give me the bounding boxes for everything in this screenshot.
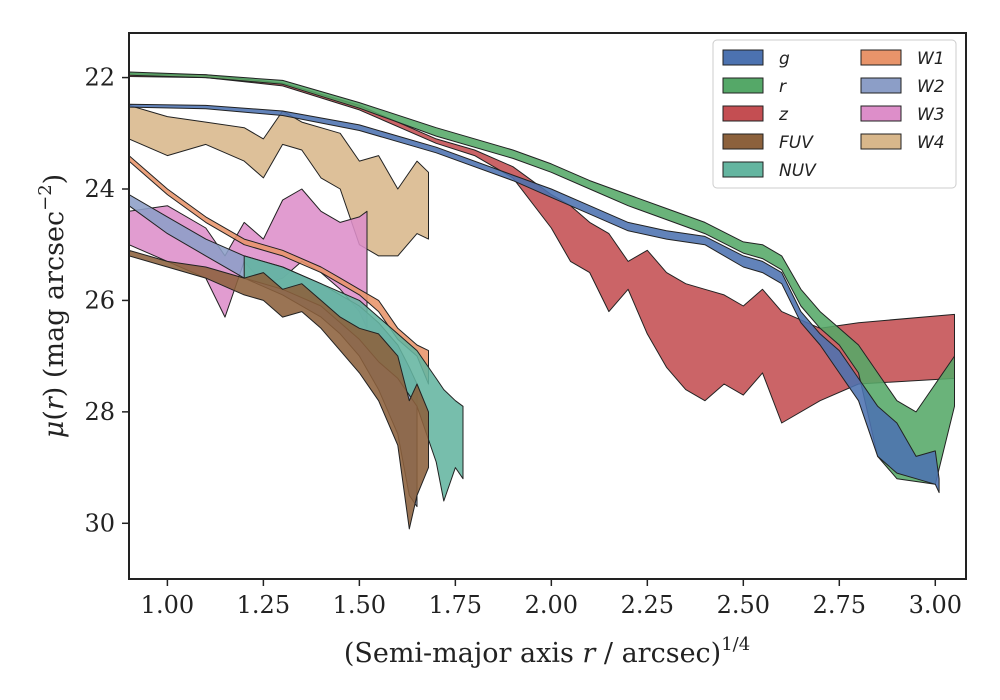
plot-area bbox=[129, 71, 955, 530]
band-r bbox=[129, 71, 955, 485]
legend-swatch-w2 bbox=[860, 77, 902, 94]
legend-label-fuv: FUV bbox=[779, 133, 814, 153]
legend-label-w4: W4 bbox=[917, 133, 945, 153]
x-axis-label: (Semi-major axis r / arcsec)1/4 bbox=[344, 634, 750, 669]
x-tick-label: 2.00 bbox=[525, 591, 578, 619]
x-tick-label: 1.00 bbox=[141, 591, 194, 619]
y-tick-label: 22 bbox=[84, 64, 115, 92]
y-tick-label: 24 bbox=[84, 175, 115, 203]
x-tick-label: 1.75 bbox=[429, 591, 482, 619]
legend-swatch-r bbox=[722, 77, 764, 94]
legend-label-nuv: NUV bbox=[779, 161, 817, 181]
legend-label-w2: W2 bbox=[917, 77, 945, 97]
x-tick-label: 2.50 bbox=[717, 591, 770, 619]
axis-ticks: 1.00 1.25 1.50 1.75 2.00 2.25 2.50 2.75 3.00 22 24… bbox=[84, 64, 962, 619]
y-axis-label: μ(r) (mag arcsec−2) bbox=[35, 174, 70, 438]
legend-swatch-nuv bbox=[722, 161, 764, 178]
legend-label-z: z bbox=[778, 105, 789, 125]
legend-swatch-fuv bbox=[722, 133, 764, 150]
legend-swatch-w4 bbox=[860, 133, 902, 150]
legend: grz FUV NUV W1 W2 W3 W4 bbox=[712, 39, 957, 189]
legend-label-w1: W1 bbox=[917, 49, 945, 69]
legend-swatch-g bbox=[722, 49, 764, 66]
legend-swatch-w1 bbox=[860, 49, 902, 66]
band-g bbox=[129, 103, 940, 494]
y-tick-label: 26 bbox=[84, 286, 115, 314]
plot-frame bbox=[128, 32, 967, 580]
legend-swatch-z bbox=[722, 105, 764, 122]
legend-box bbox=[712, 39, 957, 189]
band-fuv bbox=[129, 249, 429, 530]
x-tick-label: 1.25 bbox=[237, 591, 290, 619]
x-tick-label: 2.75 bbox=[813, 591, 866, 619]
legend-label-r: r bbox=[779, 77, 787, 97]
legend-label-g: g bbox=[779, 49, 790, 69]
x-tick-label: 3.00 bbox=[909, 591, 962, 619]
x-tick-label: 1.50 bbox=[333, 591, 386, 619]
y-tick-label: 30 bbox=[84, 509, 115, 537]
legend-label-w3: W3 bbox=[917, 105, 945, 125]
y-tick-label: 28 bbox=[84, 398, 115, 426]
legend-swatch-w3 bbox=[860, 105, 902, 122]
x-tick-label: 2.25 bbox=[621, 591, 674, 619]
